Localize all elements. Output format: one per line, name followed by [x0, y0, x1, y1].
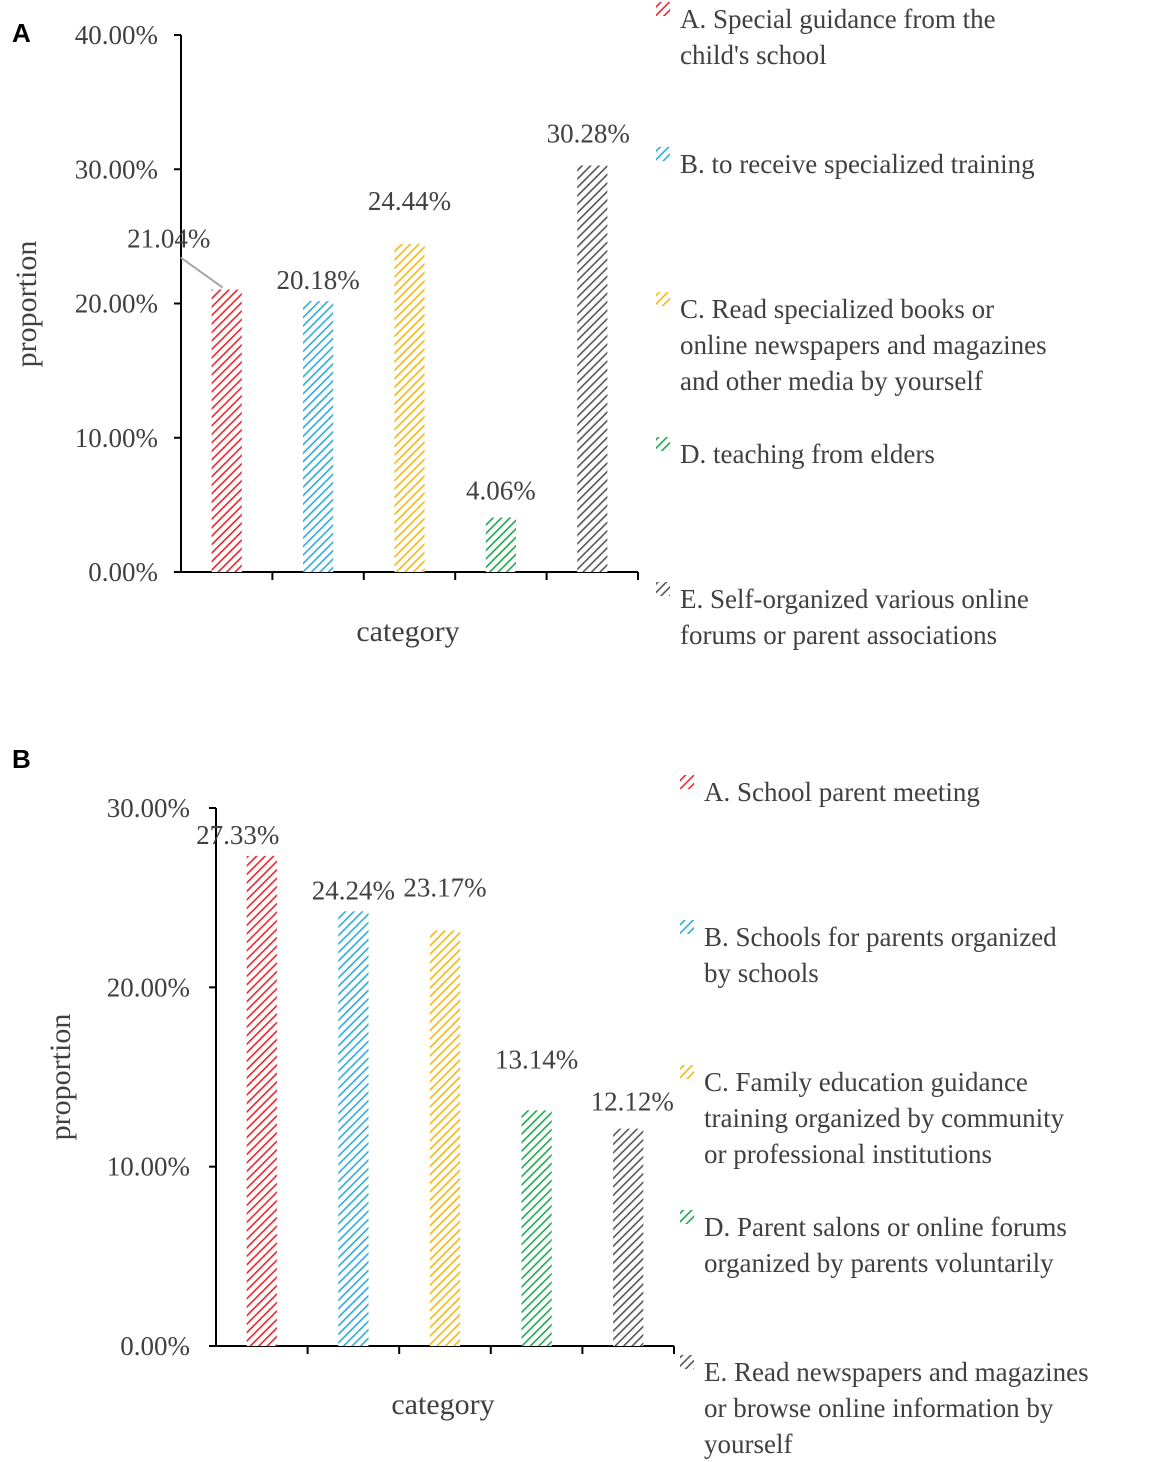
y-tick-label: 20.00% [75, 289, 158, 319]
data-label-c: 24.44% [368, 186, 451, 216]
y-axis-title: proportion [10, 241, 43, 368]
data-label-a: 27.33% [196, 820, 279, 850]
y-tick-label: 40.00% [75, 20, 158, 50]
y-tick-label: 30.00% [107, 793, 190, 823]
data-label-e: 12.12% [591, 1087, 674, 1117]
legend-swatch [680, 920, 694, 934]
data-label-b: 24.24% [312, 875, 395, 905]
legend-swatch [656, 292, 670, 306]
bar-c [429, 930, 461, 1346]
legend-item-c: C. Family education guidance training org… [680, 1065, 1065, 1169]
legend-label: E. Self-organized various online [680, 584, 1029, 614]
y-tick-label: 20.00% [107, 972, 190, 1002]
legend-label: child's school [680, 40, 827, 70]
y-tick-label: 30.00% [75, 154, 158, 184]
legend-item-c: C. Read specialized books or online newsp… [656, 292, 1047, 396]
bar-e [577, 165, 608, 572]
y-axis-title: proportion [44, 1014, 77, 1141]
legend-swatch [656, 582, 670, 596]
legend-item-a: A. Special guidance from the child's scho… [656, 2, 996, 70]
data-label-b: 20.18% [276, 265, 359, 295]
bar-d [485, 517, 516, 572]
legend-swatch [656, 2, 670, 16]
legend-label: forums or parent associations [680, 620, 997, 650]
legend-item-e: E. Self-organized various online forums o… [656, 582, 1029, 650]
x-axis-title: category [391, 1388, 494, 1421]
bar-a [211, 289, 242, 572]
legend-swatch [680, 775, 694, 789]
legend-item-a: A. School parent meeting [680, 775, 980, 807]
bar-b [338, 911, 369, 1346]
legend-label: D. teaching from elders [680, 439, 935, 469]
legend-item-b: B. Schools for parents organized by schoo… [680, 920, 1057, 988]
legend-label: C. Family education guidance [704, 1067, 1028, 1097]
legend-label: C. Read specialized books or [680, 294, 994, 324]
legend-label: or browse online information by [704, 1393, 1054, 1423]
legend-swatch [656, 437, 670, 451]
legend-label: E. Read newspapers and magazines [704, 1357, 1089, 1387]
bar-a [246, 855, 277, 1346]
legend-swatch [680, 1065, 694, 1079]
legend-item-d: D. Parent salons or online forums organiz… [680, 1210, 1067, 1278]
legend-item-d: D. teaching from elders [656, 437, 935, 469]
legend-label: A. School parent meeting [704, 777, 980, 807]
legend-item-e: E. Read newspapers and magazines or brows… [680, 1355, 1089, 1459]
y-tick-label: 10.00% [107, 1152, 190, 1182]
panel-a-chart: A 0.00% 10.00% 20.00% 30.00% 40.00% 21.04% 20.1… [10, 2, 1047, 650]
legend-label: online newspapers and magazines [680, 330, 1047, 360]
legend-swatch [656, 147, 670, 161]
legend-label: A. Special guidance from the [680, 4, 996, 34]
legend-label: B. to receive specialized training [680, 149, 1035, 179]
legend-label: yourself [704, 1429, 792, 1459]
legend-swatch [680, 1210, 694, 1224]
legend-label: organized by parents voluntarily [704, 1248, 1054, 1278]
legend-label: B. Schools for parents organized [704, 922, 1057, 952]
data-label-c: 23.17% [403, 872, 486, 902]
data-label-d: 4.06% [466, 475, 536, 505]
bar-c [394, 243, 425, 572]
panel-letter: A [12, 18, 31, 48]
panel-letter: B [12, 744, 31, 774]
legend-label: D. Parent salons or online forums [704, 1212, 1067, 1242]
legend-label: training organized by community [704, 1103, 1065, 1133]
bar-e [613, 1128, 644, 1346]
data-label-e: 30.28% [547, 118, 630, 148]
legend-swatch [680, 1355, 694, 1369]
bar-b [303, 301, 334, 572]
bar-d [521, 1110, 552, 1346]
legend-label: by schools [704, 958, 819, 988]
data-label-d: 13.14% [495, 1044, 578, 1074]
y-tick-label: 0.00% [120, 1331, 190, 1361]
y-tick-label: 0.00% [88, 557, 158, 587]
data-label-a: 21.04% [127, 224, 210, 254]
legend-label: and other media by yourself [680, 366, 983, 396]
x-axis-title: category [356, 615, 459, 648]
y-tick-label: 10.00% [75, 423, 158, 453]
leader-line [180, 256, 224, 289]
panel-b-chart: B 0.00% 10.00% 20.00% 30.00%27.33% 24.24% 23.1… [12, 744, 1089, 1459]
legend-item-b: B. to receive specialized training [656, 147, 1035, 179]
legend-label: or professional institutions [704, 1139, 992, 1169]
